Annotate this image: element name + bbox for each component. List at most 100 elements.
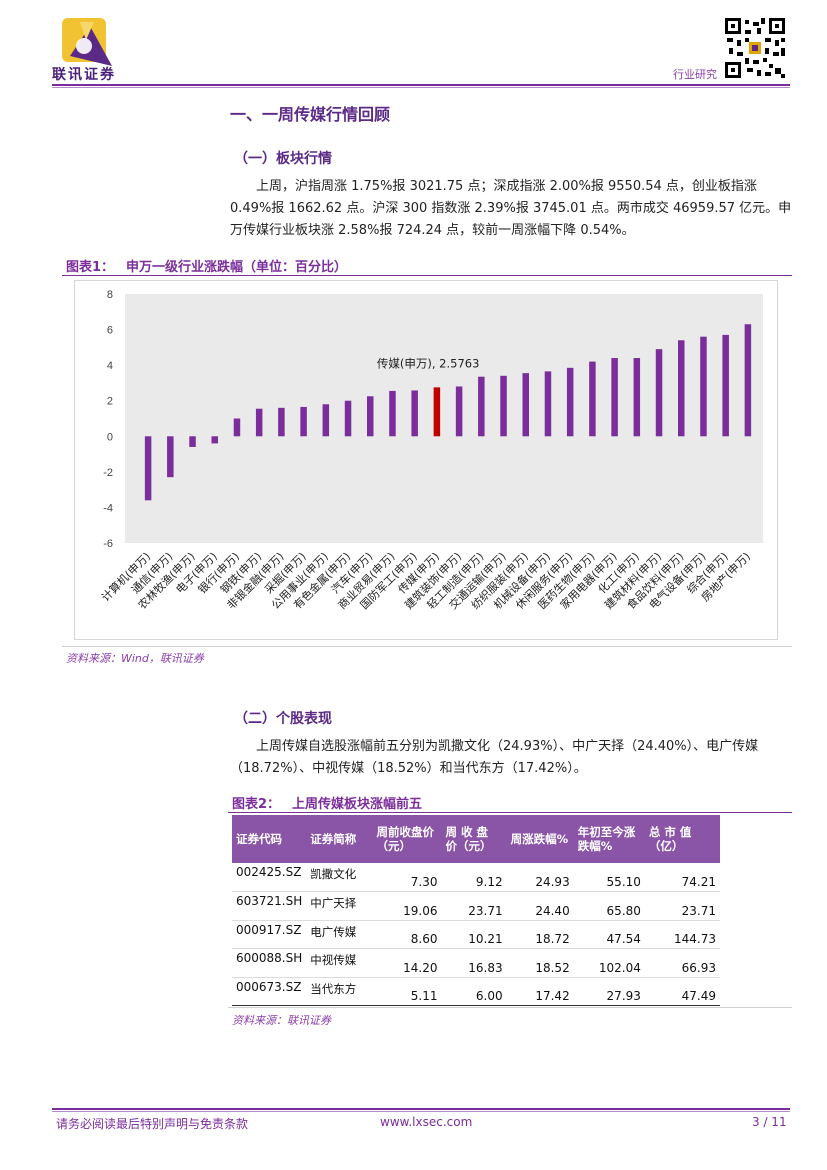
col-header-prev-close: 周前收盘价（元）: [372, 815, 442, 863]
y-tick-label: 0: [107, 431, 113, 443]
bar: [700, 336, 707, 437]
chart-canvas: 86420-2-4-6计算机(申万)通信(申万)农林牧渔(申万)电子(申万)银行…: [98, 289, 763, 612]
figure2-source-rule: [228, 1007, 792, 1008]
bar: [278, 407, 285, 437]
figure2-label: 图表2：: [232, 797, 281, 812]
cell-market-cap: 74.21: [644, 863, 720, 892]
footer-page-number: 3 / 11: [752, 1115, 787, 1129]
cell-ytd-change: 55.10: [573, 863, 645, 892]
figure1-title: 申万一级行业涨跌幅（单位：百分比）: [126, 260, 348, 275]
cell-name: 中视传媒: [306, 948, 373, 978]
header-divider: [52, 84, 790, 86]
bar: [500, 375, 507, 437]
cell-prev-close: 7.30: [372, 863, 442, 892]
top-gainers-table: 证券代码 证券简称 周前收盘价（元） 周 收 盘 价（元） 周涨跌幅% 年初至今…: [232, 815, 720, 1006]
bar: [655, 349, 663, 437]
y-tick-label: 2: [107, 396, 113, 408]
bar: [455, 386, 463, 437]
cell-code: 000673.SZ: [232, 977, 307, 1006]
cell-market-cap: 47.49: [644, 977, 720, 1006]
y-tick-label: 6: [107, 325, 113, 337]
cell-name: 当代东方: [306, 977, 373, 1006]
bar: [522, 373, 529, 437]
cell-week-change: 24.93: [506, 863, 574, 892]
bar: [389, 390, 396, 437]
stocks-paragraph: 上周传媒自选股涨幅前五分别为凯撒文化（24.93%）、中广天择（24.40%）、…: [230, 739, 759, 776]
sector-paragraph: 上周，沪指周涨 1.75%报 3021.75 点；深成指涨 2.00%报 955…: [230, 179, 792, 238]
figure2-title-rule: [228, 812, 792, 813]
cell-ytd-change: 65.80: [573, 891, 645, 921]
cell-market-cap: 23.71: [644, 891, 720, 921]
bar: [566, 367, 574, 437]
cell-ytd-change: 47.54: [573, 920, 645, 949]
cell-prev-close: 19.06: [372, 891, 442, 921]
bar: [167, 436, 174, 478]
bar: [544, 371, 552, 437]
data-label: 传媒(申万), 2.5763: [377, 356, 480, 370]
footer-divider: [52, 1108, 790, 1110]
cell-week-change: 24.40: [506, 891, 574, 921]
figure1-title-rule: [62, 275, 792, 276]
col-header-week-change: 周涨跌幅%: [506, 815, 574, 863]
plot-area: [125, 294, 763, 543]
cell-close: 16.83: [441, 948, 507, 978]
col-header-ytd-change: 年初至今涨跌幅%: [573, 815, 645, 863]
figure1-label: 图表1：: [66, 260, 115, 275]
cell-close: 9.12: [441, 863, 507, 892]
bar: [233, 418, 241, 437]
figure1-source-rule: [62, 646, 792, 647]
bar: [678, 340, 685, 437]
footer-divider-thin: [52, 1111, 790, 1112]
footer-website: www.lxsec.com: [380, 1115, 473, 1129]
col-header-market-cap: 总 市 值（亿）: [644, 815, 720, 863]
bar: [189, 436, 196, 447]
bar: [478, 376, 485, 437]
header-divider-thin: [52, 87, 790, 88]
cell-ytd-change: 102.04: [573, 948, 645, 978]
footer-disclaimer: 请务必阅读最后特别声明与免责条款: [56, 1117, 249, 1131]
bar: [144, 436, 152, 501]
figure2-source: 资料来源：联讯证券: [232, 1014, 331, 1027]
company-logo-icon: [62, 18, 112, 66]
cell-code: 603721.SH: [232, 891, 307, 921]
bar: [611, 358, 618, 437]
page-header: 联讯证券 行业研究: [0, 0, 827, 92]
y-tick-label: -4: [103, 502, 113, 514]
cell-week-change: 17.42: [506, 977, 574, 1006]
cell-ytd-change: 27.93: [573, 977, 645, 1006]
table-header-row: 证券代码 证券简称 周前收盘价（元） 周 收 盘 价（元） 周涨跌幅% 年初至今…: [232, 815, 720, 863]
subsection-title-stocks: （二）个股表现: [234, 711, 332, 727]
industry-label: 行业研究: [673, 68, 717, 81]
cell-close: 23.71: [441, 891, 507, 921]
table-row: 600088.SH 中视传媒 14.20 16.83 18.52 102.04 …: [232, 948, 720, 978]
bar: [633, 358, 641, 437]
table-row: 603721.SH 中广天择 19.06 23.71 24.40 65.80 2…: [232, 891, 720, 921]
y-tick-label: -2: [103, 467, 113, 479]
bar: [255, 408, 263, 437]
bar: [344, 400, 352, 437]
cell-close: 10.21: [441, 920, 507, 949]
bar: [411, 390, 418, 437]
bar: [211, 436, 218, 444]
bar: [589, 361, 596, 437]
cell-week-change: 18.72: [506, 920, 574, 949]
y-tick-label: -6: [103, 538, 113, 550]
table-row: 002425.SZ 凯撒文化 7.30 9.12 24.93 55.10 74.…: [232, 863, 720, 892]
cell-code: 000917.SZ: [232, 920, 307, 949]
cell-name: 电广传媒: [306, 920, 373, 949]
cell-close: 6.00: [441, 977, 507, 1006]
col-header-name: 证券简称: [306, 815, 373, 863]
cell-prev-close: 5.11: [372, 977, 442, 1006]
cell-prev-close: 8.60: [372, 920, 442, 949]
cell-code: 002425.SZ: [232, 863, 307, 892]
cell-prev-close: 14.20: [372, 948, 442, 978]
subsection-title-sector: （一）板块行情: [234, 151, 332, 167]
cell-name: 凯撒文化: [306, 863, 373, 892]
section-title: 一、一周传媒行情回顾: [230, 105, 391, 124]
col-header-close: 周 收 盘 价（元）: [441, 815, 507, 863]
logo-text: 联讯证券: [52, 67, 116, 83]
cell-week-change: 18.52: [506, 948, 574, 978]
cell-name: 中广天择: [306, 891, 373, 921]
y-tick-label: 4: [107, 360, 113, 372]
bar: [300, 406, 307, 437]
